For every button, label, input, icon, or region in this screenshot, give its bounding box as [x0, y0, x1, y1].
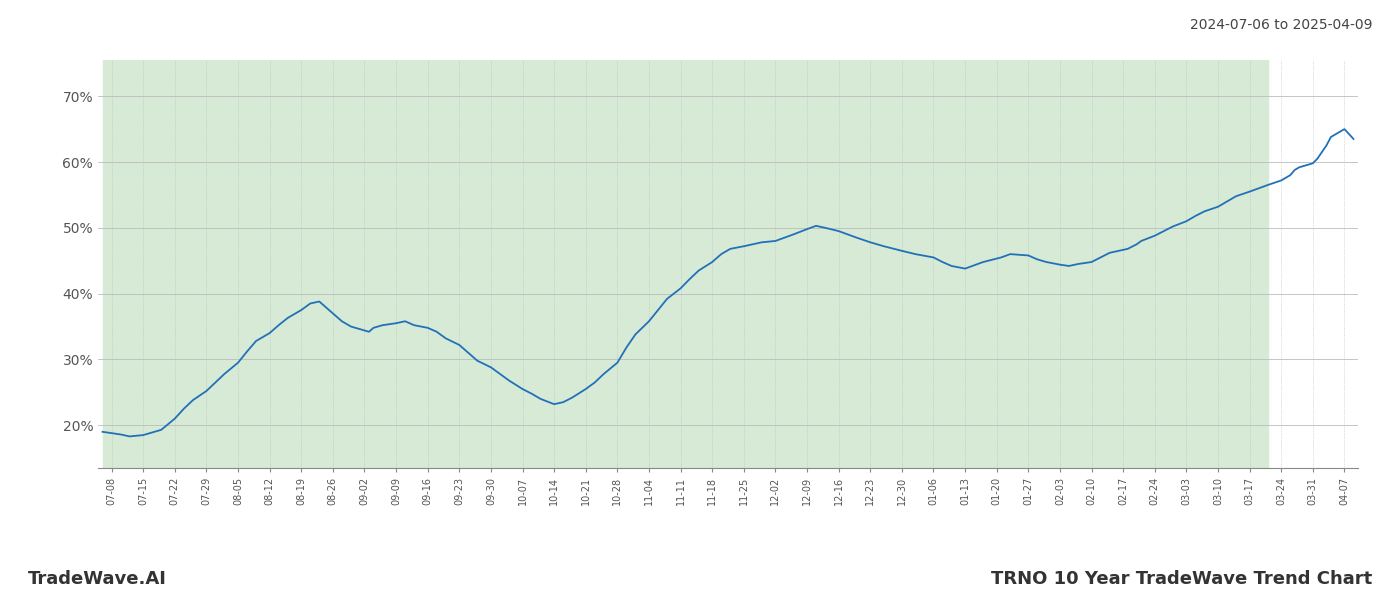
Text: 2024-07-06 to 2025-04-09: 2024-07-06 to 2025-04-09 — [1190, 18, 1372, 32]
Text: TRNO 10 Year TradeWave Trend Chart: TRNO 10 Year TradeWave Trend Chart — [991, 570, 1372, 588]
Text: TradeWave.AI: TradeWave.AI — [28, 570, 167, 588]
